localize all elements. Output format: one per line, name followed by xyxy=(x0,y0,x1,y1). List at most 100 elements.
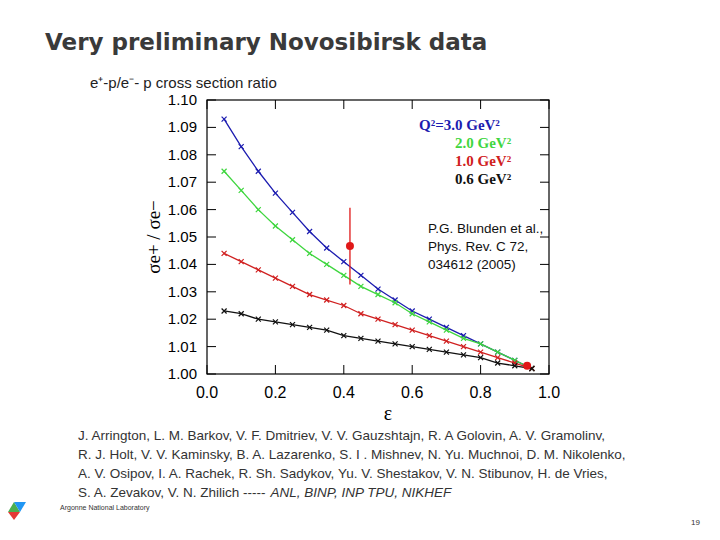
legend-entry: 0.6 GeV² xyxy=(455,171,512,187)
y-tick-label: 1.01 xyxy=(168,338,197,355)
y-tick xyxy=(540,182,549,183)
x-tick-label: 0.4 xyxy=(333,384,355,401)
point-marker xyxy=(256,169,261,174)
y-tick xyxy=(207,127,216,128)
logo xyxy=(8,502,26,520)
point-marker xyxy=(222,169,227,174)
x-tick-label: 0.0 xyxy=(196,384,218,401)
point-marker xyxy=(341,303,346,308)
series-line xyxy=(224,311,532,369)
point-marker xyxy=(427,333,432,338)
x-tick xyxy=(207,365,208,374)
y-tick-label: 1.02 xyxy=(168,310,197,327)
y-tick-label: 1.05 xyxy=(168,228,197,245)
x-tick-label: 0.8 xyxy=(469,384,491,401)
y-tick xyxy=(540,100,549,101)
point-marker xyxy=(358,311,363,316)
point-marker xyxy=(290,322,295,327)
point-marker xyxy=(324,298,329,303)
y-tick-label: 1.10 xyxy=(168,91,197,108)
y-tick xyxy=(207,264,216,265)
point-marker xyxy=(307,325,312,330)
point-marker xyxy=(410,328,415,333)
point-marker xyxy=(512,363,517,368)
y-tick-label: 1.03 xyxy=(168,283,197,300)
x-tick xyxy=(549,100,550,109)
point-marker xyxy=(290,210,295,215)
y-tick-label: 1.07 xyxy=(168,173,197,190)
point-marker xyxy=(393,341,398,346)
author-line: S. A. Zevakov, V. N. Zhilich ----- xyxy=(78,485,266,500)
x-tick xyxy=(412,365,413,374)
point-marker xyxy=(461,336,466,341)
page-number: 19 xyxy=(691,518,700,527)
series-line xyxy=(224,253,532,368)
data-point xyxy=(523,362,531,370)
point-marker xyxy=(393,300,398,305)
point-marker xyxy=(222,117,227,122)
x-tick xyxy=(549,365,550,374)
point-marker xyxy=(324,245,329,250)
y-tick-label: 1.08 xyxy=(168,146,197,163)
point-marker xyxy=(239,259,244,264)
point-marker xyxy=(290,237,295,242)
slide-title: Very preliminary Novosibirsk data xyxy=(45,29,487,55)
legend-entry: 1.0 GeV² xyxy=(455,153,512,169)
y-tick xyxy=(540,237,549,238)
y-tick xyxy=(207,346,216,347)
legend-entry: 2.0 GeV² xyxy=(455,135,512,151)
x-tick xyxy=(275,365,276,374)
point-marker xyxy=(222,308,227,313)
x-tick-label: 0.2 xyxy=(264,384,286,401)
y-tick xyxy=(207,154,216,155)
point-marker xyxy=(495,355,500,360)
y-tick xyxy=(540,319,549,320)
plot-frame xyxy=(207,100,549,374)
point-marker xyxy=(307,251,312,256)
point-marker xyxy=(376,287,381,292)
point-marker xyxy=(376,339,381,344)
point-marker xyxy=(461,352,466,357)
x-tick xyxy=(480,365,481,374)
y-tick xyxy=(207,291,216,292)
affiliations: ANL, BINP, INP TPU, NIKHEF xyxy=(270,485,453,500)
point-marker xyxy=(324,328,329,333)
point-marker xyxy=(273,319,278,324)
y-tick xyxy=(540,264,549,265)
y-tick-label: 1.09 xyxy=(168,118,197,135)
y-tick-label: 1.06 xyxy=(168,201,197,218)
point-marker xyxy=(222,251,227,256)
y-tick xyxy=(540,209,549,210)
x-tick xyxy=(343,365,344,374)
point-marker xyxy=(341,273,346,278)
author-line: A. V. Osipov, I. A. Rachek, R. Sh. Sadyk… xyxy=(78,466,608,481)
plot-area xyxy=(222,117,535,371)
y-tick xyxy=(207,319,216,320)
point-marker xyxy=(427,347,432,352)
point-marker xyxy=(358,284,363,289)
point-marker xyxy=(256,207,261,212)
series-line xyxy=(224,119,532,368)
point-marker xyxy=(358,273,363,278)
point-marker xyxy=(341,259,346,264)
point-marker xyxy=(444,328,449,333)
annotation: P.G. Blunden et al., xyxy=(428,221,543,236)
point-marker xyxy=(239,188,244,193)
y-tick xyxy=(207,374,216,375)
x-tick xyxy=(275,100,276,109)
point-marker xyxy=(410,311,415,316)
point-marker xyxy=(239,311,244,316)
point-marker xyxy=(324,262,329,267)
point-marker xyxy=(376,317,381,322)
y-tick-label: 1.04 xyxy=(168,255,197,272)
point-marker xyxy=(461,344,466,349)
point-marker xyxy=(273,224,278,229)
point-marker xyxy=(273,191,278,196)
logo-part xyxy=(14,502,26,512)
y-tick xyxy=(207,100,216,101)
point-marker xyxy=(478,341,483,346)
point-marker xyxy=(256,317,261,322)
y-tick xyxy=(540,291,549,292)
point-marker xyxy=(495,350,500,355)
point-marker xyxy=(239,144,244,149)
